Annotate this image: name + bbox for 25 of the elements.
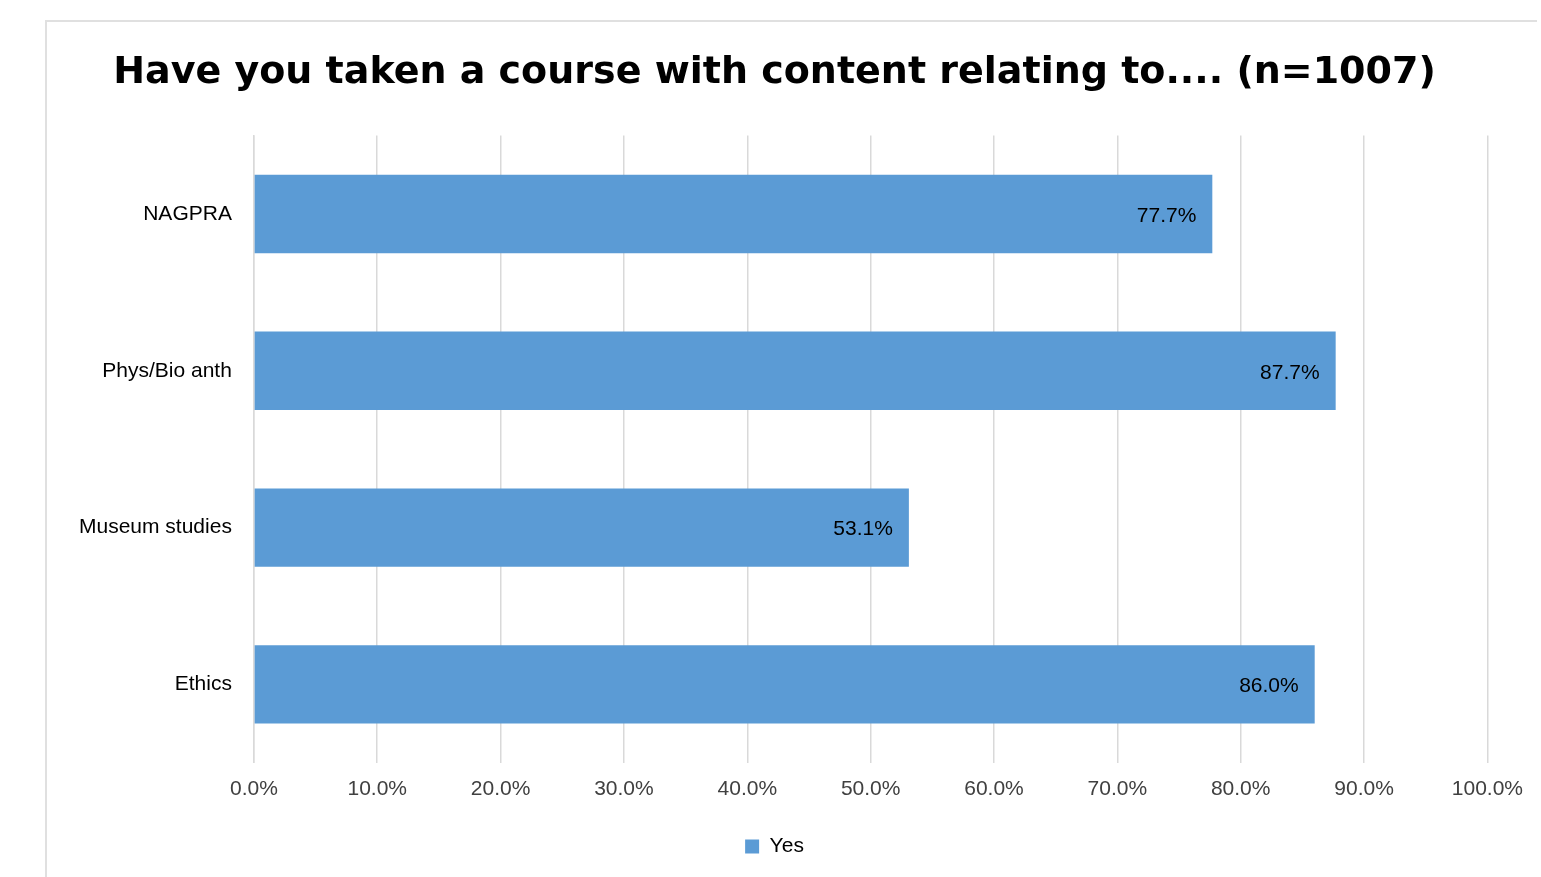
x-tick-label: 30.0% [594,776,654,800]
x-tick-label: 70.0% [1087,776,1148,800]
x-tick-label: 60.0% [964,776,1024,800]
data-label: 86.0% [1239,673,1299,697]
data-label: 77.7% [1136,202,1197,226]
y-tick-label: Museum studies [78,514,232,538]
x-tick-label: 40.0% [717,776,778,800]
bar [254,174,1213,254]
data-label: 87.7% [1260,359,1320,383]
data-label: 53.1% [833,516,893,540]
legend-label: Yes [769,833,804,857]
bar [254,331,1336,410]
y-tick-label: NAGPRA [143,200,232,224]
x-tick-label: 80.0% [1210,776,1271,800]
bar [254,488,909,567]
x-tick-label: 90.0% [1334,776,1394,800]
x-tick-label: 10.0% [347,776,408,800]
chart-title: Have you taken a course with content relating to.... (n=1007) [113,47,1436,92]
y-tick-label: Phys/Bio anth [102,357,232,381]
x-tick-label: 50.0% [840,776,901,800]
x-tick-label: 100.0% [1451,776,1524,800]
y-tick-label: Ethics [174,671,232,695]
x-tick-label: 20.0% [470,776,531,800]
x-tick-label: 0.0% [229,776,278,800]
bar [254,645,1315,724]
